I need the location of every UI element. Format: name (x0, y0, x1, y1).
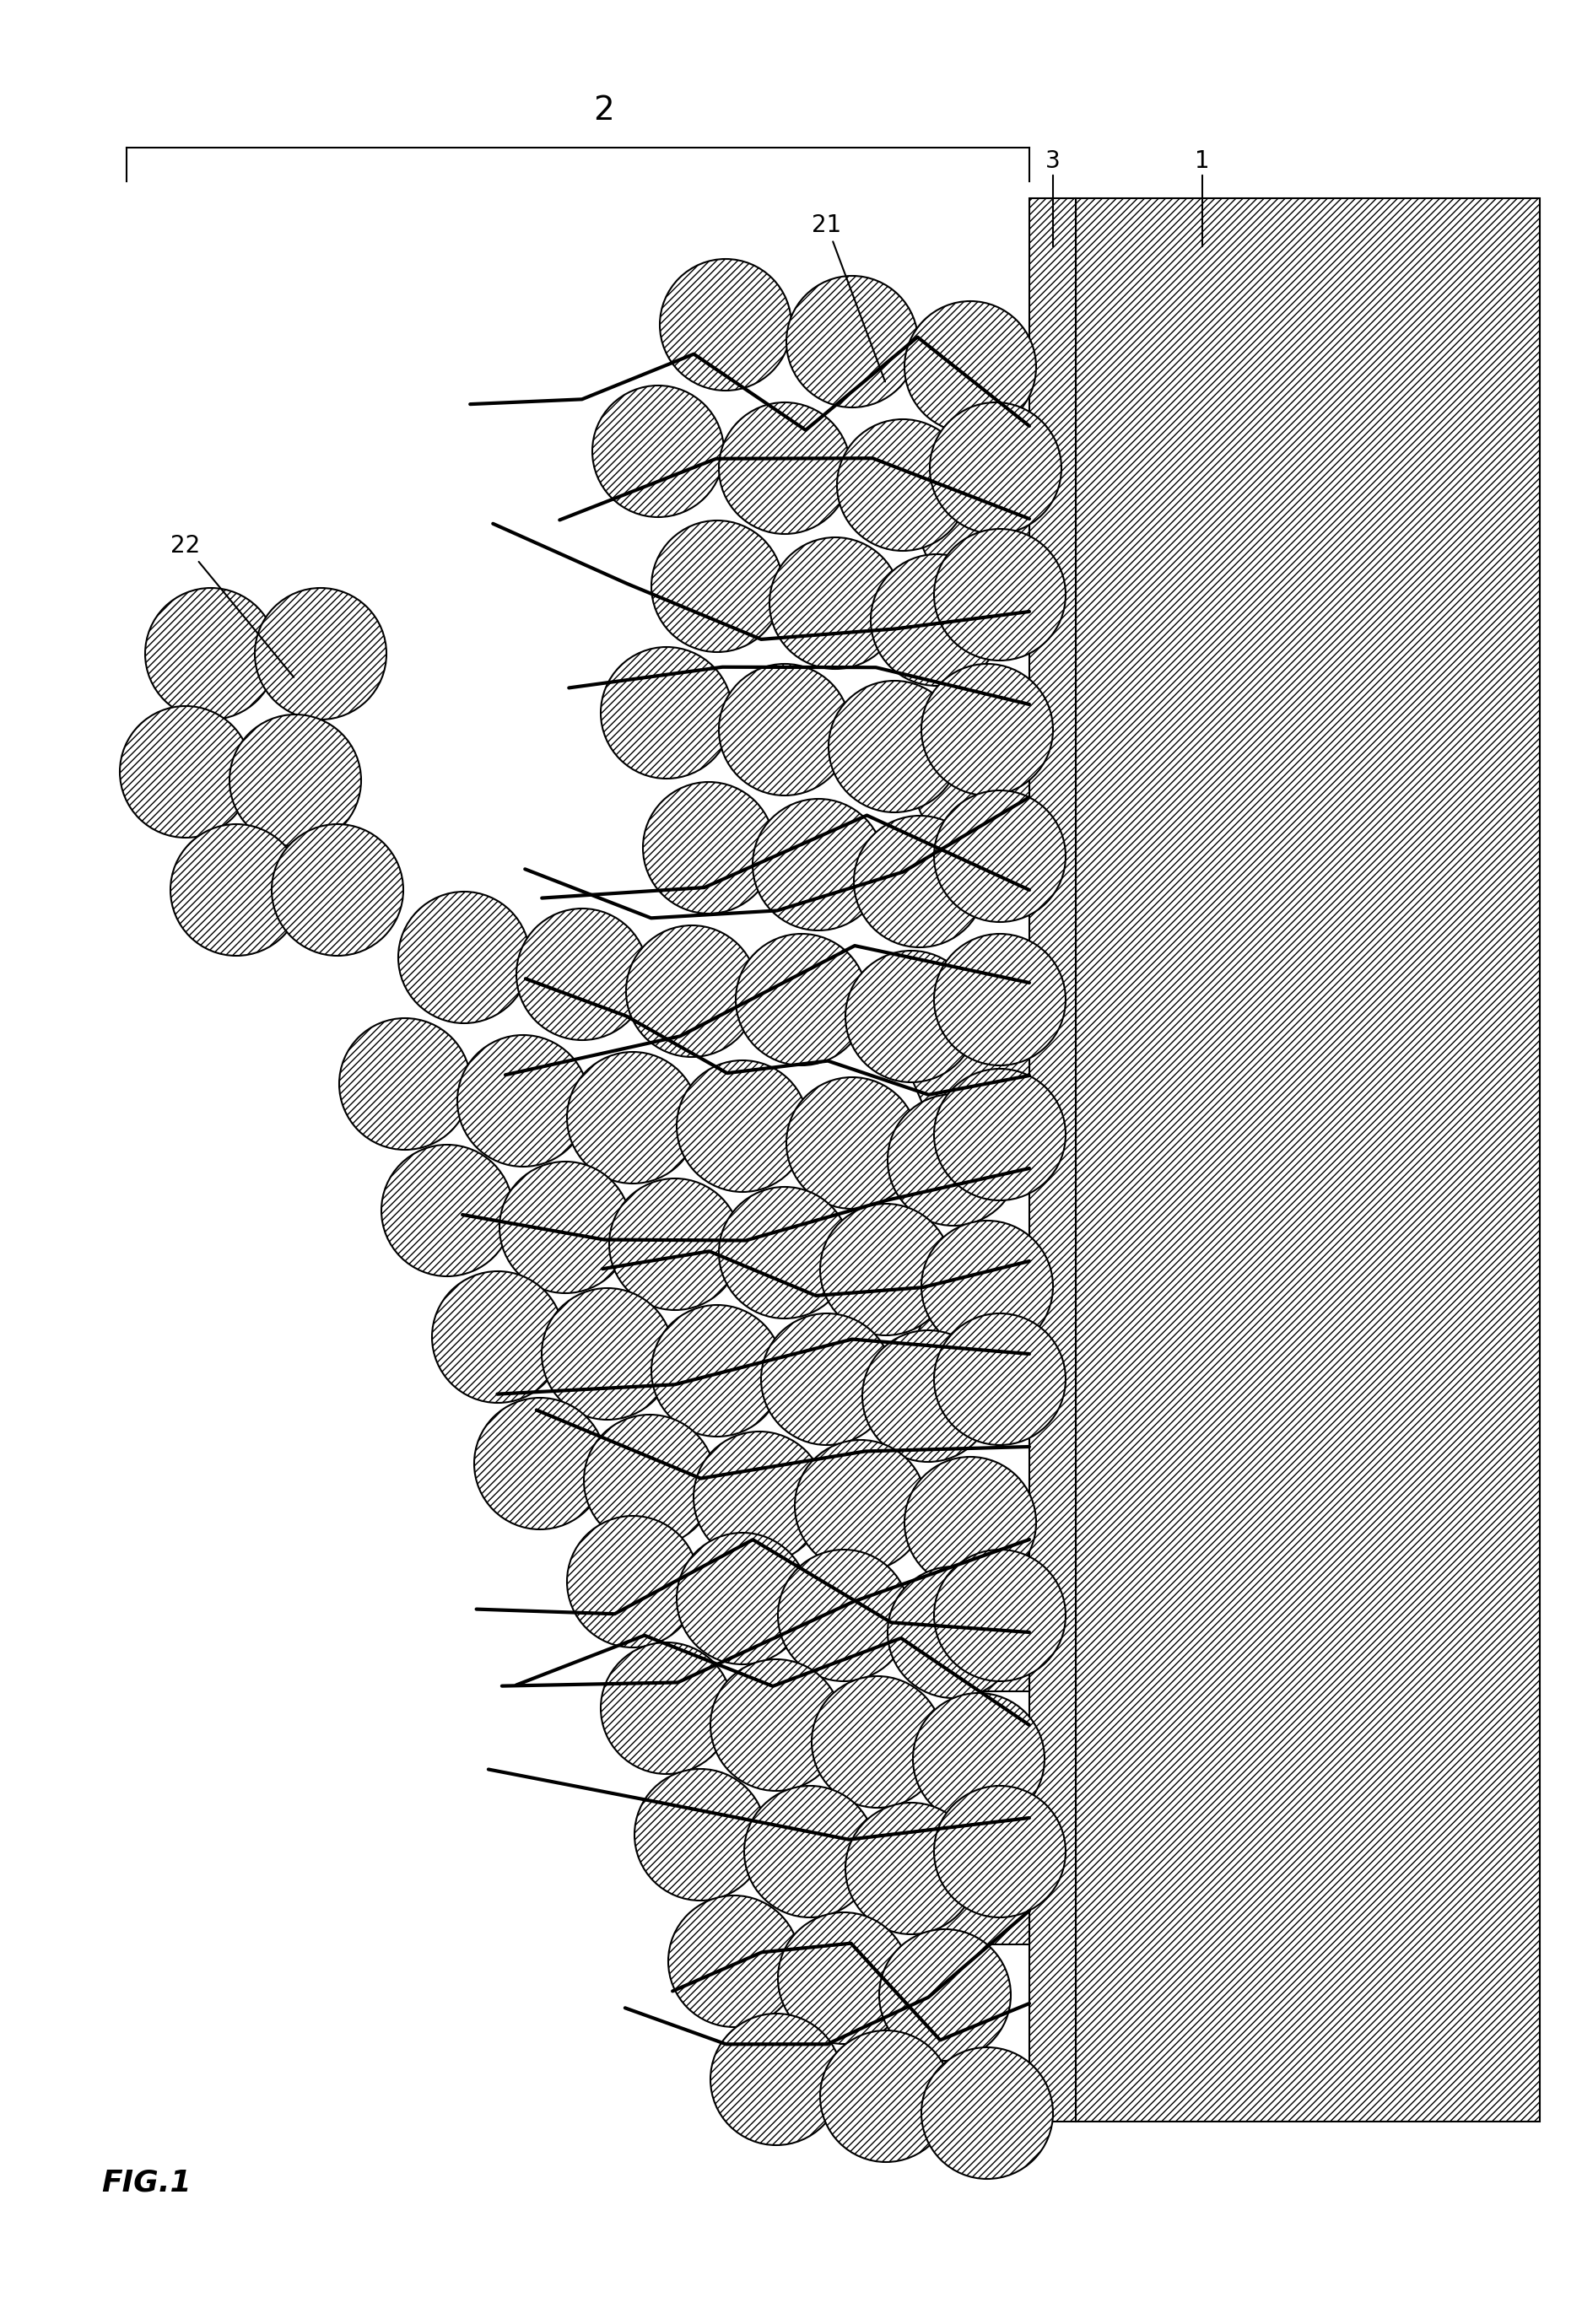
Circle shape (660, 258, 791, 390)
Circle shape (584, 1415, 715, 1545)
Circle shape (794, 1441, 927, 1571)
Text: 21: 21 (812, 214, 884, 381)
Circle shape (255, 588, 386, 720)
Circle shape (921, 2047, 1054, 2180)
Circle shape (652, 1306, 783, 1436)
Circle shape (769, 537, 902, 669)
Circle shape (786, 277, 918, 407)
Circle shape (829, 681, 960, 813)
Circle shape (854, 816, 986, 948)
Text: 3: 3 (1046, 149, 1060, 172)
Circle shape (718, 402, 851, 535)
Circle shape (710, 1659, 842, 1792)
Polygon shape (911, 1594, 1030, 1692)
Circle shape (500, 1162, 631, 1292)
Circle shape (812, 1676, 943, 1808)
Circle shape (819, 1204, 952, 1336)
Circle shape (753, 799, 884, 930)
Circle shape (933, 1313, 1066, 1446)
Circle shape (541, 1287, 674, 1420)
Circle shape (718, 665, 851, 795)
Text: 2: 2 (593, 95, 614, 125)
Circle shape (933, 1785, 1066, 1917)
Text: 1: 1 (1194, 149, 1210, 172)
Circle shape (933, 790, 1066, 923)
Circle shape (905, 302, 1036, 432)
Circle shape (819, 2031, 952, 2161)
Circle shape (870, 553, 1003, 686)
Circle shape (778, 1913, 910, 2043)
Circle shape (888, 1095, 1019, 1225)
Polygon shape (911, 1848, 1030, 1945)
Circle shape (339, 1018, 471, 1150)
Circle shape (475, 1397, 606, 1529)
Text: FIG.1: FIG.1 (101, 2168, 191, 2199)
Bar (1030, 198, 1076, 2122)
Circle shape (457, 1034, 589, 1167)
Circle shape (736, 934, 867, 1064)
Polygon shape (911, 741, 1030, 839)
Circle shape (888, 1566, 1019, 1699)
Circle shape (652, 521, 783, 653)
Polygon shape (911, 472, 1030, 569)
Circle shape (626, 925, 758, 1057)
Circle shape (146, 588, 277, 720)
Circle shape (933, 1069, 1066, 1202)
Circle shape (913, 1692, 1044, 1824)
Circle shape (668, 1896, 800, 2027)
Circle shape (229, 713, 361, 846)
Circle shape (592, 386, 725, 518)
Circle shape (120, 706, 252, 837)
Circle shape (566, 1515, 699, 1648)
Circle shape (786, 1078, 918, 1208)
Circle shape (845, 1803, 978, 1934)
Circle shape (718, 1188, 851, 1318)
Circle shape (933, 530, 1066, 660)
Circle shape (744, 1785, 876, 1917)
Circle shape (516, 909, 649, 1041)
Circle shape (933, 934, 1066, 1064)
Circle shape (837, 418, 968, 551)
Circle shape (778, 1550, 910, 1680)
Circle shape (399, 892, 530, 1023)
Circle shape (272, 825, 403, 955)
Circle shape (905, 1457, 1036, 1587)
Circle shape (933, 1550, 1066, 1680)
Circle shape (634, 1769, 766, 1901)
Circle shape (845, 951, 978, 1083)
Circle shape (642, 781, 775, 913)
Circle shape (171, 825, 302, 955)
Circle shape (609, 1178, 740, 1311)
Polygon shape (911, 1030, 1030, 1127)
Circle shape (761, 1313, 892, 1446)
Circle shape (566, 1053, 699, 1183)
Circle shape (921, 1220, 1054, 1353)
Circle shape (710, 2013, 842, 2145)
Circle shape (432, 1271, 563, 1404)
Bar (1076, 198, 1539, 2122)
Circle shape (693, 1432, 826, 1564)
Circle shape (381, 1146, 513, 1276)
Text: 22: 22 (171, 535, 294, 676)
Polygon shape (911, 1299, 1030, 1397)
Circle shape (880, 1929, 1011, 2061)
Circle shape (601, 646, 732, 779)
Circle shape (862, 1329, 993, 1462)
Circle shape (930, 402, 1062, 535)
Circle shape (921, 665, 1054, 795)
Circle shape (601, 1643, 732, 1773)
Circle shape (677, 1060, 808, 1192)
Circle shape (677, 1534, 808, 1664)
